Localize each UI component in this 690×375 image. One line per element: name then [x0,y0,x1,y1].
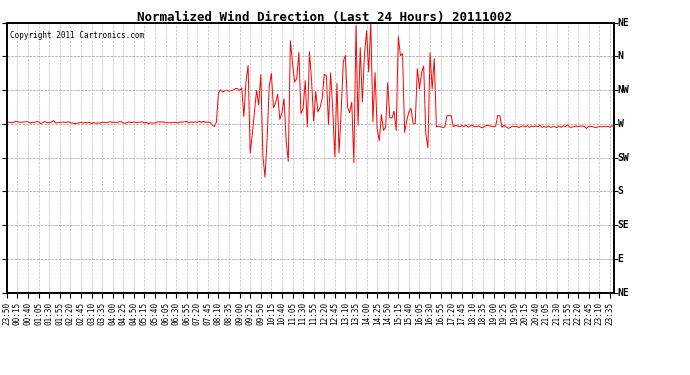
Text: Copyright 2011 Cartronics.com: Copyright 2011 Cartronics.com [10,31,144,40]
Text: E: E [618,254,624,264]
Text: NE: NE [618,288,629,297]
Text: SW: SW [618,153,629,162]
Text: N: N [618,51,624,61]
Text: S: S [618,186,624,196]
Text: NW: NW [618,85,629,95]
Text: SE: SE [618,220,629,230]
Text: W: W [618,119,624,129]
Text: Normalized Wind Direction (Last 24 Hours) 20111002: Normalized Wind Direction (Last 24 Hours… [137,11,512,24]
Text: NE: NE [618,18,629,27]
